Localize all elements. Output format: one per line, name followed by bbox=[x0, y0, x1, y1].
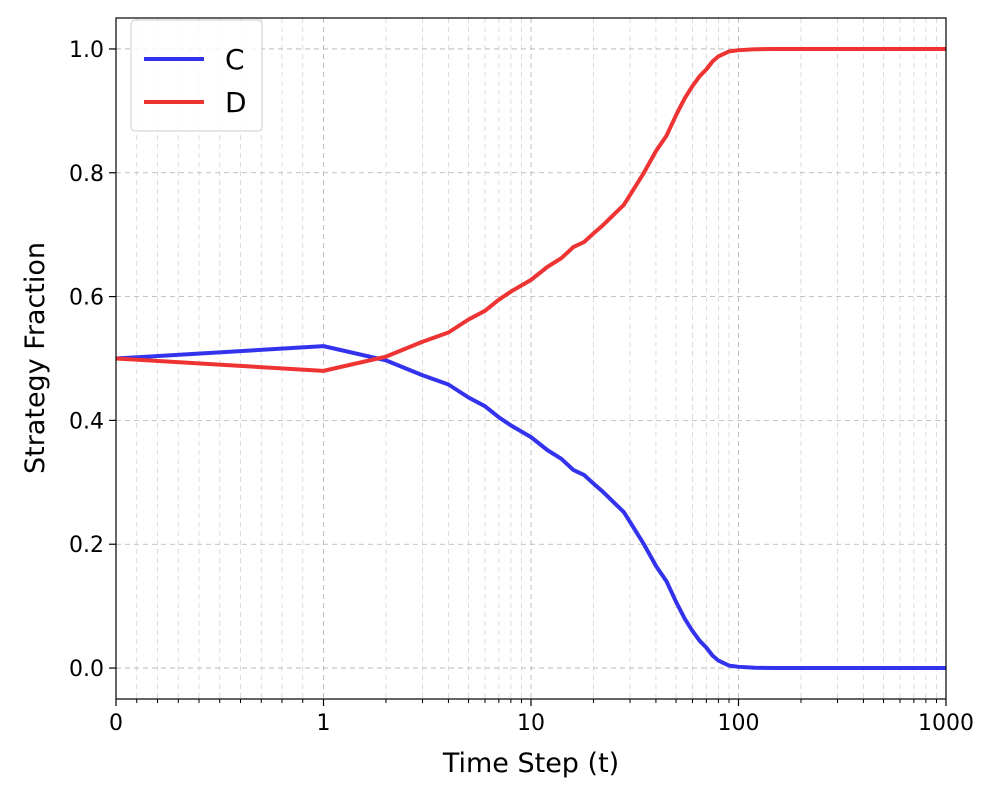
y-tick-label: 0.0 bbox=[69, 657, 104, 682]
y-tick-label: 0.2 bbox=[69, 533, 104, 558]
legend-label-d: D bbox=[225, 86, 247, 119]
legend-label-c: C bbox=[225, 43, 245, 76]
tick-layer: 0 1 10 100 1000 0.0 0.2 0.4 0.6 0.8 1.0 bbox=[69, 38, 974, 736]
x-axis-title: Time Step (t) bbox=[442, 748, 619, 779]
y-tick-label: 0.8 bbox=[69, 162, 104, 187]
series-line-d bbox=[115, 46, 946, 373]
x-tick-label: 100 bbox=[718, 711, 760, 736]
y-axis-title: Strategy Fraction bbox=[20, 242, 51, 474]
x-tick-label: 0 bbox=[109, 711, 123, 736]
series-layer bbox=[115, 46, 946, 671]
y-tick-label: 0.6 bbox=[69, 286, 104, 311]
x-tick-label: 1 bbox=[317, 711, 331, 736]
x-tick-label: 10 bbox=[517, 711, 545, 736]
y-tick-label: 1.0 bbox=[69, 38, 104, 63]
x-tick-label: 1000 bbox=[918, 711, 974, 736]
series-line-c bbox=[115, 344, 946, 671]
legend: C D bbox=[130, 19, 263, 132]
y-tick-label: 0.4 bbox=[69, 409, 104, 434]
grid-layer bbox=[115, 18, 947, 699]
